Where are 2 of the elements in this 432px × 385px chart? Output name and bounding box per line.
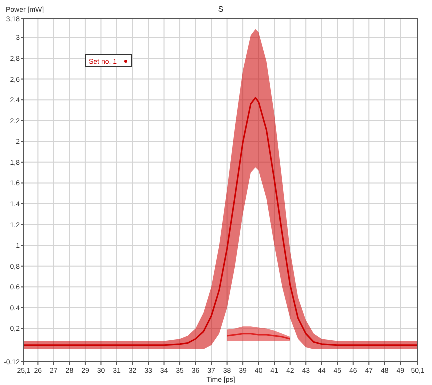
line-series (23, 97, 419, 346)
chart-title: S (218, 5, 224, 14)
